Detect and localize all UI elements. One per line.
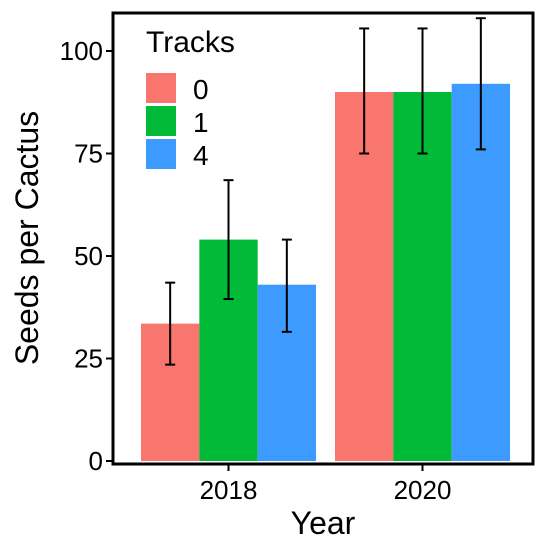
x-tick-label: 2020	[394, 475, 452, 505]
y-tick-label: 75	[74, 139, 103, 169]
plot-panel-border	[111, 11, 535, 466]
y-tick-label: 50	[74, 241, 103, 271]
error-bar-2020-tracks-4	[475, 17, 486, 151]
legend-item-tracks-4: 4	[146, 139, 209, 171]
legend-title: Tracks	[146, 26, 235, 59]
legend-items: 014	[146, 73, 209, 171]
legend-swatch	[146, 139, 176, 169]
y-axis: 0 25 50 75 100	[60, 36, 113, 476]
y-tick-label: 0	[89, 446, 103, 476]
error-bar-2020-tracks-0	[359, 27, 370, 155]
error-bar-2018-tracks-4	[281, 238, 292, 333]
error-bar-2020-tracks-1	[417, 27, 428, 155]
legend-label: 1	[193, 107, 209, 138]
error-bar-2018-tracks-0	[165, 281, 176, 366]
y-axis-title: Seeds per Cactus	[9, 111, 45, 365]
x-axis: 2018 2020	[200, 464, 452, 505]
x-tick-label: 2018	[200, 475, 258, 505]
error-bar-2018-tracks-1	[223, 179, 234, 301]
legend-item-tracks-1: 1	[146, 106, 209, 138]
legend: Tracks 014	[146, 26, 235, 171]
y-tick-label: 25	[74, 344, 103, 374]
legend-swatch	[146, 106, 176, 136]
y-tick-label: 100	[60, 36, 103, 66]
x-axis-title: Year	[291, 505, 356, 541]
legend-label: 0	[193, 74, 209, 105]
legend-swatch	[146, 73, 176, 103]
legend-label: 4	[193, 140, 209, 171]
legend-item-tracks-0: 0	[146, 73, 209, 105]
error-bars-layer	[165, 17, 486, 366]
